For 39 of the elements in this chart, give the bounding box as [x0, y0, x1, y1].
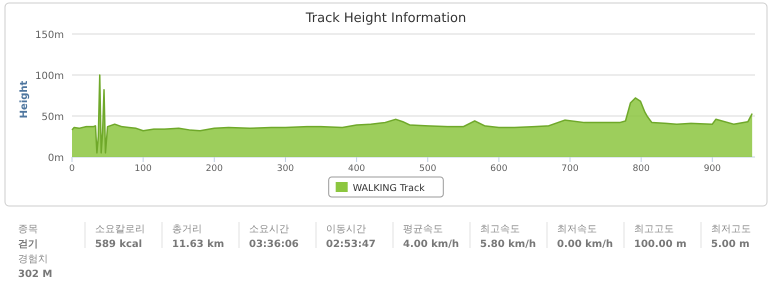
y-axis-title: Height — [19, 80, 30, 118]
text: 소요칼로리 — [95, 224, 145, 235]
text: 걷기 — [18, 239, 38, 250]
text: 589 kcal — [95, 239, 142, 250]
text: 최저고도 — [711, 224, 751, 235]
text: 0.00 km/h — [557, 239, 613, 250]
x-tick-label: 300 — [276, 164, 294, 174]
text: 02:53:47 — [326, 239, 376, 250]
x-tick-label: 500 — [419, 164, 437, 174]
y-tick-label: 50m — [42, 112, 64, 123]
text: 최저속도 — [557, 224, 597, 235]
y-tick-label: 150m — [35, 30, 64, 41]
text: 최고속도 — [480, 224, 520, 235]
x-tick-label: 100 — [134, 164, 152, 174]
text: 100.00 m — [634, 239, 686, 250]
x-tick-label: 600 — [490, 164, 508, 174]
x-tick-label: 700 — [561, 164, 579, 174]
x-tick-label: 0 — [69, 164, 76, 174]
x-tick-label: 400 — [348, 164, 366, 174]
x-tick-label: 800 — [632, 164, 650, 174]
y-tick-label: 0m — [48, 153, 64, 164]
text: 11.63 km — [172, 239, 224, 250]
text: 302 M — [18, 269, 52, 280]
text: 이동시간 — [326, 224, 366, 235]
legend-label: WALKING Track — [352, 183, 426, 194]
text: 5.00 m — [711, 239, 750, 250]
text: 최고고도 — [634, 224, 674, 235]
text: 03:36:06 — [249, 239, 299, 250]
text: 종목 — [18, 224, 38, 235]
chart-title: Track Height Information — [304, 11, 466, 26]
text: 4.00 km/h — [403, 239, 459, 250]
text: 5.80 km/h — [480, 239, 536, 250]
text: 소요시간 — [249, 224, 289, 235]
text: 경험치 — [18, 254, 48, 265]
text: 총거리 — [172, 224, 202, 235]
y-tick-label: 100m — [35, 71, 64, 82]
x-tick-label: 900 — [704, 164, 722, 174]
x-tick-label: 200 — [206, 164, 224, 174]
text: 평균속도 — [403, 224, 443, 235]
